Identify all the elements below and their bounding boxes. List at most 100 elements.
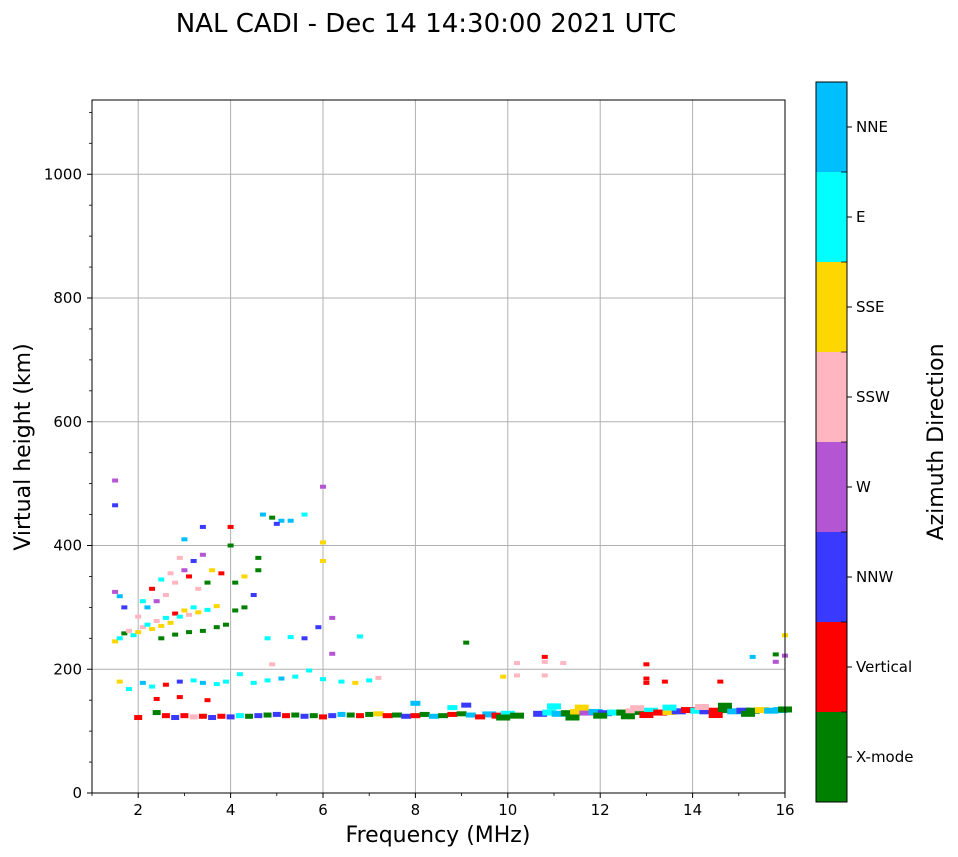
echo-point — [158, 623, 165, 628]
colorbar-category-label: NNW — [856, 568, 893, 586]
echo-point — [346, 712, 355, 718]
echo-point — [500, 674, 507, 679]
echo-point — [226, 714, 235, 720]
echo-point — [269, 662, 276, 667]
echo-point — [315, 625, 322, 630]
echo-point — [213, 682, 220, 687]
x-tick-label: 10 — [498, 801, 517, 819]
echo-point — [112, 589, 119, 594]
echo-point — [112, 478, 119, 483]
echo-point — [139, 680, 146, 685]
echo-point — [542, 709, 557, 716]
echo-point — [287, 635, 294, 640]
echo-point — [482, 711, 497, 718]
echo-point — [551, 710, 566, 717]
echo-point — [727, 708, 742, 715]
echo-point — [176, 614, 183, 619]
echo-point — [190, 605, 197, 610]
echo-point — [320, 484, 326, 489]
echo-point — [717, 707, 732, 714]
echo-point — [616, 709, 631, 716]
echo-point — [717, 679, 724, 684]
colorbar-segment — [816, 712, 847, 802]
echo-point — [198, 713, 207, 719]
echo-point — [301, 512, 308, 517]
echo-point — [717, 702, 732, 709]
echo-point — [199, 680, 206, 685]
echo-point — [264, 636, 271, 641]
echo-point — [352, 680, 359, 685]
colorbar-category-label: NNE — [856, 118, 888, 136]
echo-point — [139, 599, 146, 604]
echo-point — [149, 684, 156, 689]
echo-point — [309, 713, 318, 719]
chart-title: NAL CADI - Dec 14 14:30:00 2021 UTC — [176, 9, 676, 39]
echo-point — [329, 651, 336, 656]
echo-point — [176, 679, 183, 684]
echo-point — [533, 710, 548, 717]
echo-point — [130, 633, 137, 638]
echo-point — [319, 714, 327, 720]
echo-point — [153, 618, 160, 623]
echo-point — [690, 707, 705, 714]
y-tick-label: 200 — [53, 660, 82, 678]
echo-point — [772, 652, 779, 657]
echo-point — [328, 713, 337, 719]
y-axis-label: Virtual height (km) — [11, 343, 36, 550]
echo-point — [186, 630, 193, 635]
echo-point — [662, 704, 677, 711]
echo-point — [447, 711, 458, 717]
echo-point — [189, 714, 198, 720]
x-tick-label: 4 — [226, 801, 236, 819]
echo-point — [560, 661, 567, 666]
echo-point — [180, 713, 189, 719]
echo-point — [254, 713, 263, 719]
echo-point — [199, 552, 206, 557]
echo-point — [625, 708, 640, 715]
x-tick-label: 8 — [411, 801, 421, 819]
echo-point — [510, 712, 525, 719]
echo-point — [186, 612, 193, 617]
echo-point — [172, 580, 179, 585]
echo-point — [153, 696, 160, 701]
echo-point — [643, 662, 650, 667]
echo-point — [301, 636, 308, 641]
echo-point — [653, 709, 668, 716]
colorbar-segment — [816, 172, 847, 262]
echo-point — [355, 713, 364, 719]
y-tick-label: 600 — [53, 413, 82, 431]
echo-point — [112, 503, 119, 508]
echo-point — [222, 622, 229, 627]
echo-point — [560, 710, 575, 717]
echo-point — [158, 577, 165, 582]
colorbar-segment — [816, 442, 847, 532]
echo-point — [158, 636, 165, 641]
echo-point — [112, 639, 119, 644]
echo-point — [272, 711, 281, 717]
echo-point — [287, 518, 294, 523]
echo-point — [630, 705, 645, 712]
echo-point — [250, 680, 257, 685]
echo-point — [749, 654, 756, 659]
echo-point — [620, 713, 635, 720]
echo-point — [149, 627, 156, 632]
colorbar-category-label: W — [856, 478, 871, 496]
echo-point — [541, 654, 548, 659]
x-axis-label: Frequency (MHz) — [346, 823, 531, 848]
echo-point — [241, 574, 248, 579]
echo-point — [204, 580, 211, 585]
echo-point — [241, 605, 248, 610]
echo-point — [661, 679, 668, 684]
echo-point — [643, 676, 650, 681]
echo-point — [356, 634, 363, 639]
echo-point — [190, 678, 197, 683]
echo-point — [259, 512, 266, 517]
plot-area: 2 4 6 8 10 12 14 16 0 200 400 600 800 1000 — [44, 99, 795, 819]
echo-point — [282, 713, 291, 719]
echo-point — [438, 713, 449, 719]
colorbar-category-label: X-mode — [856, 748, 913, 766]
echo-point — [699, 708, 714, 715]
echo-point — [255, 568, 262, 573]
echo-point — [428, 713, 439, 719]
x-tick-label: 12 — [591, 801, 610, 819]
